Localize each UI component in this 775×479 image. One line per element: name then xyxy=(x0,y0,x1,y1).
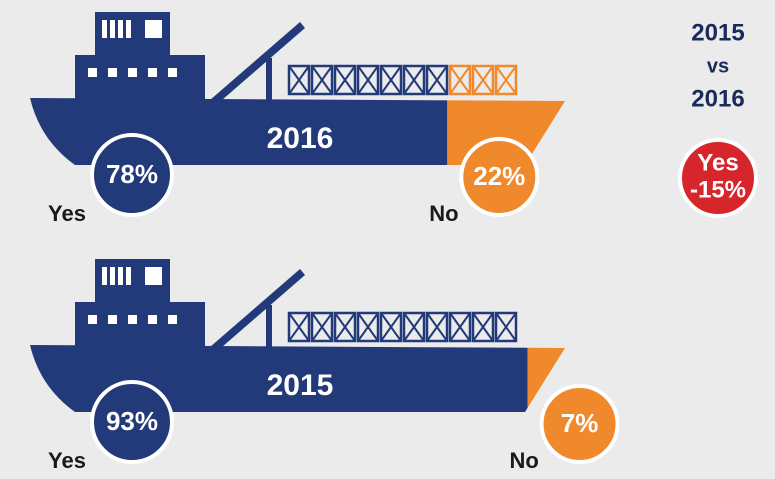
container-cross xyxy=(403,65,425,95)
value-label: 78% xyxy=(106,159,158,189)
container xyxy=(494,311,518,343)
window xyxy=(118,20,123,38)
porthole xyxy=(108,315,117,324)
crane-post xyxy=(266,305,272,347)
category-label: No xyxy=(429,201,458,226)
comparison-text: 2015 xyxy=(691,19,744,46)
container xyxy=(494,64,518,96)
category-label: No xyxy=(510,448,539,473)
container xyxy=(448,311,472,343)
crane xyxy=(210,22,305,100)
comparison-badge xyxy=(678,138,758,218)
ship: 2016 78% 22% Yes No xyxy=(30,12,565,226)
container-cross xyxy=(472,65,494,95)
comparison-text: 2016 xyxy=(691,85,744,112)
porthole xyxy=(88,315,97,324)
container xyxy=(333,311,357,343)
value-label: 7% xyxy=(561,408,599,438)
value-label: 93% xyxy=(106,406,158,436)
container xyxy=(379,64,403,96)
container-cross xyxy=(288,65,310,95)
value-circle xyxy=(90,133,174,217)
container-cross xyxy=(288,312,310,342)
container-cross xyxy=(449,312,471,342)
ship: 2015 93% 7% Yes No xyxy=(30,259,620,473)
badge-text: Yes xyxy=(697,149,738,176)
container xyxy=(333,64,357,96)
porthole xyxy=(128,315,137,324)
porthole xyxy=(88,68,97,77)
container xyxy=(425,64,449,96)
container-cross xyxy=(495,65,517,95)
value-circle xyxy=(90,380,174,464)
crane xyxy=(210,269,305,347)
window xyxy=(110,267,115,285)
container-cross xyxy=(495,312,517,342)
container xyxy=(287,311,311,343)
window xyxy=(126,20,131,38)
year-label: 2015 xyxy=(267,369,334,402)
window xyxy=(145,267,162,285)
container xyxy=(425,311,449,343)
container-cross xyxy=(380,312,402,342)
porthole xyxy=(148,68,157,77)
porthole xyxy=(168,315,177,324)
hull-segment xyxy=(30,98,448,165)
value-circle xyxy=(539,384,620,464)
container-cross xyxy=(472,312,494,342)
container xyxy=(356,311,380,343)
container-cross xyxy=(380,65,402,95)
window xyxy=(145,20,162,38)
container-cross xyxy=(426,65,448,95)
container xyxy=(356,64,380,96)
window xyxy=(126,267,131,285)
value-circle xyxy=(459,137,540,217)
container xyxy=(310,311,334,343)
container xyxy=(471,311,495,343)
container-cross xyxy=(357,312,379,342)
container-cross xyxy=(311,312,333,342)
porthole xyxy=(148,315,157,324)
value-label: 22% xyxy=(473,161,525,191)
container-cross xyxy=(311,65,333,95)
category-label: Yes xyxy=(48,448,86,473)
porthole xyxy=(168,68,177,77)
window xyxy=(110,20,115,38)
container xyxy=(287,64,311,96)
badge-text: -15% xyxy=(690,176,746,203)
container-cross xyxy=(357,65,379,95)
year-label: 2016 xyxy=(267,122,334,155)
category-label: Yes xyxy=(48,201,86,226)
container-cross xyxy=(334,65,356,95)
crane-post xyxy=(266,58,272,100)
porthole xyxy=(128,68,137,77)
container-cross xyxy=(426,312,448,342)
container xyxy=(402,64,426,96)
container xyxy=(471,64,495,96)
porthole xyxy=(108,68,117,77)
container-cross xyxy=(449,65,471,95)
bridge xyxy=(75,302,205,347)
container xyxy=(310,64,334,96)
comparison-text: vs xyxy=(707,55,729,77)
container xyxy=(379,311,403,343)
container xyxy=(448,64,472,96)
window xyxy=(118,267,123,285)
container-cross xyxy=(334,312,356,342)
container xyxy=(402,311,426,343)
window xyxy=(102,267,107,285)
container-cross xyxy=(403,312,425,342)
bridge xyxy=(75,55,205,100)
window xyxy=(102,20,107,38)
